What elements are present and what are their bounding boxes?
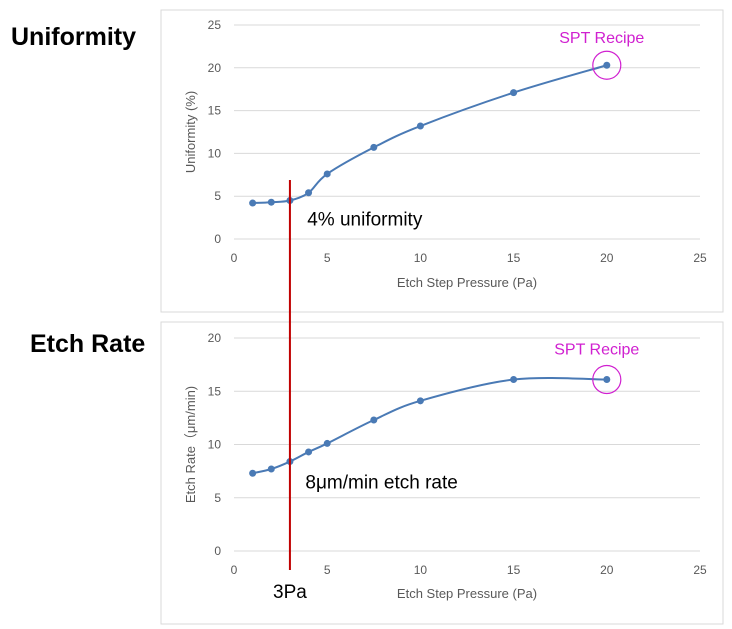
series-line xyxy=(252,64,608,205)
data-point xyxy=(603,376,611,384)
x-tick-label: 10 xyxy=(414,563,428,577)
spt-recipe-label: SPT Recipe xyxy=(559,30,644,47)
data-point xyxy=(267,465,275,473)
y-tick-label: 5 xyxy=(214,189,221,203)
x-tick-label: 20 xyxy=(600,563,614,577)
annotation-label: 4% uniformity xyxy=(307,210,423,231)
x-tick-label: 15 xyxy=(507,563,521,577)
data-point xyxy=(249,199,257,207)
y-tick-label: 0 xyxy=(214,232,221,246)
y-tick-label: 5 xyxy=(214,491,221,505)
x-axis-title: Etch Step Pressure (Pa) xyxy=(397,275,537,290)
data-point xyxy=(416,122,424,130)
spt-recipe-circle xyxy=(592,364,622,395)
y-tick-label: 15 xyxy=(208,384,222,398)
x-tick-label: 5 xyxy=(324,563,331,577)
x-tick-label: 0 xyxy=(231,563,238,577)
y-tick-label: 20 xyxy=(208,61,222,75)
y-tick-label: 10 xyxy=(208,146,222,160)
pressure-marker-label: 3Pa xyxy=(273,582,307,603)
data-point xyxy=(305,189,313,197)
x-tick-label: 25 xyxy=(693,251,707,265)
y-tick-label: 0 xyxy=(214,544,221,558)
data-point xyxy=(370,143,378,151)
x-tick-label: 25 xyxy=(693,563,707,577)
spt-recipe-circle xyxy=(592,50,622,80)
y-tick-label: 20 xyxy=(208,331,222,345)
annotation-label: 8μm/min etch rate xyxy=(305,472,457,493)
spt-recipe-label: SPT Recipe xyxy=(554,342,639,359)
x-tick-label: 15 xyxy=(507,251,521,265)
data-point xyxy=(603,61,611,69)
y-tick-label: 15 xyxy=(208,104,222,118)
data-point xyxy=(510,376,518,384)
y-axis-title: Uniformity (%) xyxy=(183,91,198,173)
x-axis-title: Etch Step Pressure (Pa) xyxy=(397,586,537,601)
data-point xyxy=(267,198,275,206)
y-tick-label: 10 xyxy=(208,438,222,452)
data-point xyxy=(249,469,257,477)
uniformity-chart-panel: 0 5 10 15 20 25 0 5 10 15 20 25 Etch Step Pressure (… xyxy=(11,9,724,313)
x-tick-label: 5 xyxy=(324,251,331,265)
data-point xyxy=(323,170,331,178)
chart-frame xyxy=(160,9,724,313)
x-tick-label: 20 xyxy=(600,251,614,265)
y-tick-label: 25 xyxy=(208,18,222,32)
data-point xyxy=(370,416,378,424)
data-point xyxy=(510,89,518,97)
pressure-marker-overlay: 3Pa xyxy=(273,180,307,603)
x-tick-label: 10 xyxy=(414,251,428,265)
data-point xyxy=(305,448,313,456)
series-line xyxy=(252,376,607,475)
y-axis-title: Etch Rate（μm/min) xyxy=(183,386,198,503)
x-tick-label: 0 xyxy=(231,251,238,265)
panel-side-label: Etch Rate xyxy=(30,330,145,358)
etch-rate-chart-panel: 0 5 10 15 20 0 5 10 15 20 25 Etch Step Pressure (Pa… xyxy=(30,321,724,625)
data-point xyxy=(323,439,331,447)
data-point xyxy=(416,397,424,405)
panel-side-label: Uniformity xyxy=(11,23,136,51)
